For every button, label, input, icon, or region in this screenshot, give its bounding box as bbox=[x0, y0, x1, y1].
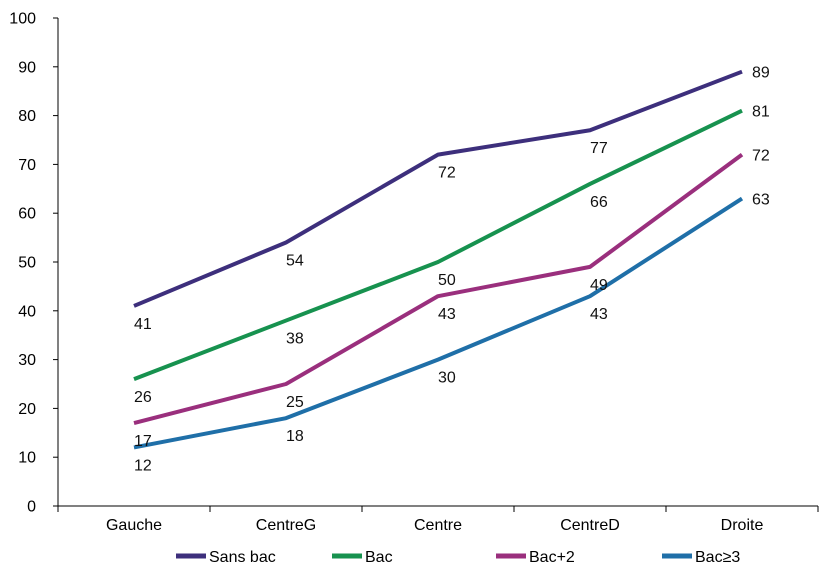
data-label: 25 bbox=[286, 394, 304, 411]
y-tick-label: 50 bbox=[18, 255, 36, 272]
legend: Sans bac Bac Bac+2 Bac≥3 bbox=[176, 549, 740, 566]
data-label: 63 bbox=[752, 192, 770, 209]
x-tick-label: CentreG bbox=[256, 517, 316, 534]
data-label: 30 bbox=[438, 370, 456, 387]
data-label: 72 bbox=[752, 148, 770, 165]
y-tick-label: 40 bbox=[18, 303, 36, 320]
series-line bbox=[133, 153, 744, 425]
data-label: 12 bbox=[134, 457, 152, 474]
data-label: 49 bbox=[590, 277, 608, 294]
data-label: 18 bbox=[286, 428, 304, 445]
data-label: 54 bbox=[286, 252, 304, 269]
data-label: 17 bbox=[134, 433, 152, 450]
series-line bbox=[133, 196, 744, 450]
x-tick-label: CentreD bbox=[560, 517, 620, 534]
x-tick-label: Droite bbox=[721, 517, 764, 534]
x-axis-ticks: Gauche CentreG Centre CentreD Droite bbox=[57, 506, 819, 534]
data-label: 81 bbox=[752, 104, 770, 121]
data-label: 72 bbox=[438, 165, 456, 182]
data-label: 26 bbox=[134, 389, 152, 406]
data-label: 77 bbox=[590, 140, 608, 157]
legend-label: Bac bbox=[365, 549, 393, 566]
legend-label: Bac+2 bbox=[529, 549, 575, 566]
data-label: 50 bbox=[438, 272, 456, 289]
series-lines bbox=[133, 69, 744, 450]
y-tick-label: 80 bbox=[18, 108, 36, 125]
y-tick-label: 20 bbox=[18, 401, 36, 418]
data-label: 41 bbox=[134, 316, 152, 333]
x-tick-label: Centre bbox=[414, 517, 462, 534]
data-labels: 41 54 72 77 89 26 38 50 66 81 17 25 43 49 72 12 18 30 43 63 bbox=[134, 65, 770, 475]
legend-label: Sans bac bbox=[209, 549, 276, 566]
y-axis-ticks: 0 10 20 30 40 50 60 70 80 90 100 bbox=[9, 11, 58, 516]
y-tick-label: 90 bbox=[18, 59, 36, 76]
x-tick-label: Gauche bbox=[106, 517, 162, 534]
data-label: 43 bbox=[590, 306, 608, 323]
y-tick-label: 30 bbox=[18, 352, 36, 369]
legend-label: Bac≥3 bbox=[695, 549, 740, 566]
y-tick-label: 70 bbox=[18, 157, 36, 174]
data-label: 43 bbox=[438, 306, 456, 323]
y-tick-label: 100 bbox=[9, 11, 36, 28]
data-label: 66 bbox=[590, 194, 608, 211]
data-label: 89 bbox=[752, 65, 770, 82]
series-line bbox=[133, 108, 743, 381]
y-tick-label: 0 bbox=[27, 499, 36, 516]
data-label: 38 bbox=[286, 331, 304, 348]
y-tick-label: 10 bbox=[18, 450, 36, 467]
y-tick-label: 60 bbox=[18, 206, 36, 223]
series-line bbox=[133, 69, 743, 308]
